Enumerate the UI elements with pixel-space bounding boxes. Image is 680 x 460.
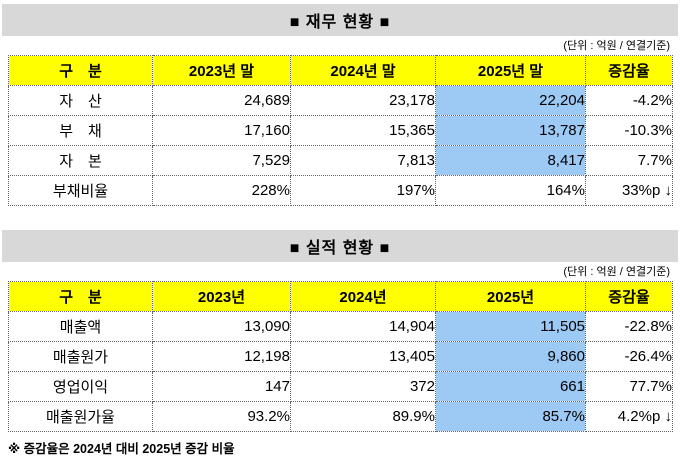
value-cell: 7,813 xyxy=(290,145,436,176)
value-cell: 17,160 xyxy=(152,115,291,146)
value-cell-highlighted: 8,417 xyxy=(435,145,586,176)
performance-header-row: 구 분 2023년 2024년 2025년 증감율 xyxy=(8,281,673,312)
finance-section-title: ■ 재무 현황 ■ xyxy=(289,14,391,31)
value-cell: 89.9% xyxy=(290,401,436,432)
finance-header-row: 구 분 2023년 말 2024년 말 2025년 말 증감율 xyxy=(8,55,673,86)
finance-row-assets: 자 산 24,689 23,178 22,204 -4.2% xyxy=(8,85,673,116)
value-cell: 24,689 xyxy=(152,85,291,116)
finance-header-2023: 2023년 말 xyxy=(152,55,291,86)
finance-section-title-bar: ■ 재무 현황 ■ xyxy=(2,4,678,36)
row-label: 매출원가 xyxy=(8,341,153,372)
change-cell: 33%p ↓ xyxy=(585,175,673,206)
value-cell: 7,529 xyxy=(152,145,291,176)
value-cell-highlighted: 22,204 xyxy=(435,85,586,116)
row-label: 자 산 xyxy=(8,85,153,116)
change-cell: 4.2%p ↓ xyxy=(585,401,673,432)
value-cell-highlighted: 11,505 xyxy=(435,311,586,342)
value-cell: 147 xyxy=(152,371,291,402)
performance-row-operating-profit: 영업이익 147 372 661 77.7% xyxy=(8,371,673,402)
performance-row-revenue: 매출액 13,090 14,904 11,505 -22.8% xyxy=(8,311,673,342)
page: ■ 재무 현황 ■ (단위 : 억원 / 연결기준) 구 분 2023년 말 2… xyxy=(0,4,680,460)
value-cell: 164% xyxy=(435,175,586,206)
value-cell-highlighted: 13,787 xyxy=(435,115,586,146)
finance-row-liabilities: 부 채 17,160 15,365 13,787 -10.3% xyxy=(8,115,673,146)
change-cell: -10.3% xyxy=(585,115,673,146)
row-label: 매출액 xyxy=(8,311,153,342)
value-cell: 23,178 xyxy=(290,85,436,116)
value-cell: 13,090 xyxy=(152,311,291,342)
finance-unit-note: (단위 : 억원 / 연결기준) xyxy=(563,40,670,52)
value-cell-highlighted: 85.7% xyxy=(435,401,586,432)
value-cell: 13,405 xyxy=(290,341,436,372)
value-cell: 15,365 xyxy=(290,115,436,146)
finance-header-gubun: 구 분 xyxy=(8,55,153,86)
row-label: 부채비율 xyxy=(8,175,153,206)
value-cell: 372 xyxy=(290,371,436,402)
value-cell-highlighted: 661 xyxy=(435,371,586,402)
performance-header-2023: 2023년 xyxy=(152,281,291,312)
finance-row-equity: 자 본 7,529 7,813 8,417 7.7% xyxy=(8,145,673,176)
row-label: 매출원가율 xyxy=(8,401,153,432)
performance-section-title-bar: ■ 실적 현황 ■ xyxy=(2,230,678,262)
performance-table: 구 분 2023년 2024년 2025년 증감율 매출액 13,090 14,… xyxy=(8,281,673,432)
section-gap xyxy=(0,206,680,226)
finance-header-2025: 2025년 말 xyxy=(435,55,586,86)
performance-header-2024: 2024년 xyxy=(290,281,436,312)
finance-row-debt-ratio: 부채비율 228% 197% 164% 33%p ↓ xyxy=(8,175,673,206)
footnote: ※ 증감율은 2024년 대비 2025년 증감 비율 xyxy=(8,442,235,456)
value-cell: 93.2% xyxy=(152,401,291,432)
change-cell: -22.8% xyxy=(585,311,673,342)
performance-unit-note: (단위 : 억원 / 연결기준) xyxy=(563,266,670,278)
finance-header-change: 증감율 xyxy=(585,55,673,86)
performance-row-cogs: 매출원가 12,198 13,405 9,860 -26.4% xyxy=(8,341,673,372)
row-label: 영업이익 xyxy=(8,371,153,402)
value-cell-highlighted: 9,860 xyxy=(435,341,586,372)
row-label: 부 채 xyxy=(8,115,153,146)
finance-table: 구 분 2023년 말 2024년 말 2025년 말 증감율 자 산 24,6… xyxy=(8,55,673,206)
performance-header-gubun: 구 분 xyxy=(8,281,153,312)
value-cell: 197% xyxy=(290,175,436,206)
value-cell: 12,198 xyxy=(152,341,291,372)
finance-header-2024: 2024년 말 xyxy=(290,55,436,86)
value-cell: 228% xyxy=(152,175,291,206)
row-label: 자 본 xyxy=(8,145,153,176)
change-cell: -26.4% xyxy=(585,341,673,372)
performance-header-2025: 2025년 xyxy=(435,281,586,312)
change-cell: 7.7% xyxy=(585,145,673,176)
value-cell: 14,904 xyxy=(290,311,436,342)
performance-header-change: 증감율 xyxy=(585,281,673,312)
change-cell: -4.2% xyxy=(585,85,673,116)
change-cell: 77.7% xyxy=(585,371,673,402)
performance-section-title: ■ 실적 현황 ■ xyxy=(289,240,391,257)
performance-row-cogs-ratio-highlight-box: 매출원가율 93.2% 89.9% 85.7% 4.2%p ↓ xyxy=(8,401,673,432)
